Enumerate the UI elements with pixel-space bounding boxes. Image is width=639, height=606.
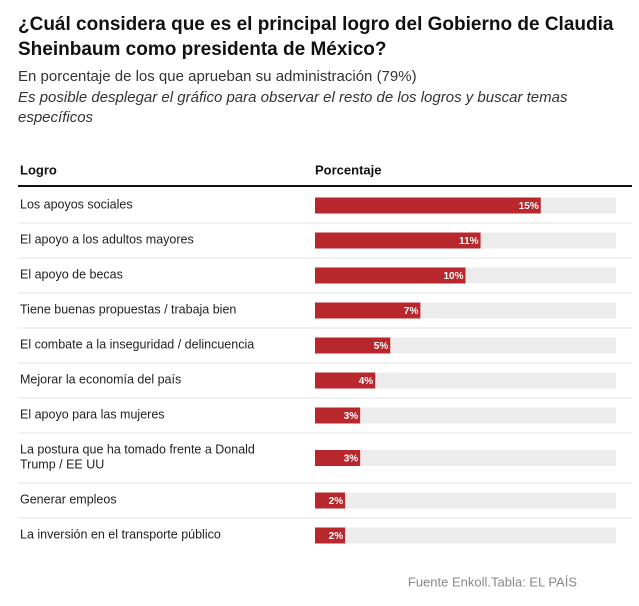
value-label: 7% xyxy=(404,306,419,317)
row-label: Mejorar la economía del país xyxy=(20,373,181,387)
row-label: El combate a la inseguridad / delincuenc… xyxy=(20,338,254,352)
subtitle: En porcentaje de los que aprueban su adm… xyxy=(18,68,417,85)
chart-title: ¿Cuál considera que es el principal logr… xyxy=(18,14,619,60)
bar-track xyxy=(315,492,616,509)
row-label: La inversión en el transporte público xyxy=(20,528,221,542)
value-label: 5% xyxy=(374,341,389,352)
bar xyxy=(315,267,466,284)
bar xyxy=(315,232,481,249)
bar-track xyxy=(315,450,616,466)
row-label: Tiene buenas propuestas / trabaja bien xyxy=(20,303,236,317)
bar xyxy=(315,492,346,509)
column-header: Porcentaje xyxy=(315,162,381,177)
row-label: Generar empleos xyxy=(20,493,117,507)
bar-track xyxy=(315,372,616,389)
row-label: La postura que ha tomado frente a Donald… xyxy=(20,443,258,472)
source: Fuente Enkoll.Tabla: EL PAÍS xyxy=(408,574,577,589)
column-header: Logro xyxy=(20,162,57,177)
bar xyxy=(315,337,391,354)
bar xyxy=(315,527,346,544)
bar-track xyxy=(315,527,616,544)
row-label: El apoyo a los adultos mayores xyxy=(20,233,194,247)
value-label: 3% xyxy=(344,411,359,422)
value-label: 11% xyxy=(459,236,479,247)
row-label: El apoyo de becas xyxy=(20,268,123,282)
value-label: 15% xyxy=(519,201,539,212)
bar-track xyxy=(315,407,616,424)
value-label: 3% xyxy=(344,454,359,465)
value-label: 2% xyxy=(329,496,344,507)
value-label: 10% xyxy=(443,271,463,282)
bar xyxy=(315,450,361,466)
value-label: 4% xyxy=(359,376,374,387)
note: Es posible desplegar el gráfico para obs… xyxy=(18,89,572,126)
row-label: Los apoyos sociales xyxy=(20,198,133,212)
bar xyxy=(315,407,361,424)
bar xyxy=(315,302,421,319)
row-label: El apoyo para las mujeres xyxy=(20,408,165,422)
bar xyxy=(315,197,541,214)
bar xyxy=(315,372,376,389)
value-label: 2% xyxy=(329,531,344,542)
